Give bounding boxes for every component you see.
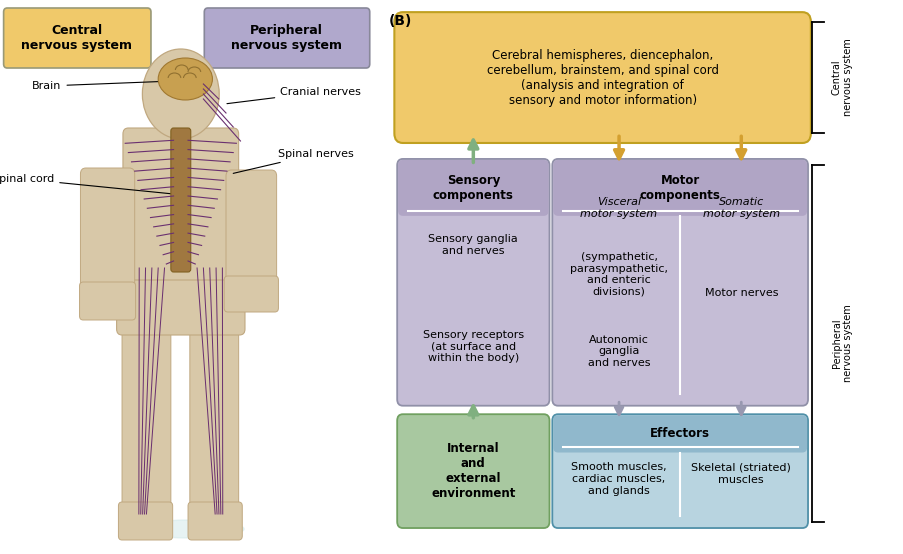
Text: Motor
components: Motor components bbox=[639, 174, 720, 202]
FancyBboxPatch shape bbox=[396, 159, 549, 406]
FancyBboxPatch shape bbox=[79, 282, 135, 320]
Text: Central
nervous system: Central nervous system bbox=[22, 24, 132, 52]
FancyBboxPatch shape bbox=[116, 263, 245, 335]
FancyBboxPatch shape bbox=[204, 8, 369, 68]
Text: (sympathetic,
parasympathetic,
and enteric
divisions): (sympathetic, parasympathetic, and enter… bbox=[570, 252, 667, 297]
Ellipse shape bbox=[158, 58, 212, 100]
FancyBboxPatch shape bbox=[224, 276, 278, 312]
FancyBboxPatch shape bbox=[123, 128, 238, 280]
Text: Cerebral hemispheres, diencephalon,
cerebellum, brainstem, and spinal cord
(anal: Cerebral hemispheres, diencephalon, cere… bbox=[486, 49, 718, 106]
Text: Somatic
motor system: Somatic motor system bbox=[702, 197, 779, 219]
Text: Autonomic
ganglia
and nerves: Autonomic ganglia and nerves bbox=[587, 335, 649, 368]
FancyBboxPatch shape bbox=[553, 160, 806, 216]
FancyBboxPatch shape bbox=[396, 414, 549, 528]
Text: Cranial nerves: Cranial nerves bbox=[227, 87, 360, 104]
Text: (B): (B) bbox=[388, 14, 412, 28]
Text: Smooth muscles,
cardiac muscles,
and glands: Smooth muscles, cardiac muscles, and gla… bbox=[571, 463, 666, 496]
Ellipse shape bbox=[135, 520, 244, 538]
Ellipse shape bbox=[143, 49, 219, 139]
FancyBboxPatch shape bbox=[553, 416, 806, 453]
Text: Effectors: Effectors bbox=[649, 427, 710, 440]
FancyBboxPatch shape bbox=[226, 170, 276, 302]
Text: Skeletal (striated)
muscles: Skeletal (striated) muscles bbox=[691, 463, 790, 485]
FancyBboxPatch shape bbox=[190, 319, 238, 529]
Text: Motor nerves: Motor nerves bbox=[703, 288, 777, 298]
FancyBboxPatch shape bbox=[397, 160, 548, 216]
Text: Brain: Brain bbox=[33, 81, 171, 91]
Text: Sensory receptors
(at surface and
within the body): Sensory receptors (at surface and within… bbox=[423, 330, 524, 363]
FancyBboxPatch shape bbox=[188, 502, 242, 540]
Text: Central
nervous system: Central nervous system bbox=[831, 39, 852, 116]
Text: Spinal cord: Spinal cord bbox=[0, 174, 171, 194]
FancyBboxPatch shape bbox=[171, 128, 191, 272]
FancyBboxPatch shape bbox=[118, 502, 172, 540]
FancyBboxPatch shape bbox=[552, 414, 807, 528]
Text: Sensory ganglia
and nerves: Sensory ganglia and nerves bbox=[428, 234, 517, 256]
FancyBboxPatch shape bbox=[163, 97, 199, 139]
Text: Visceral
motor system: Visceral motor system bbox=[580, 197, 656, 219]
FancyBboxPatch shape bbox=[552, 159, 807, 406]
Text: Internal
and
external
environment: Internal and external environment bbox=[431, 442, 515, 500]
FancyBboxPatch shape bbox=[4, 8, 151, 68]
Text: Sensory
components: Sensory components bbox=[433, 174, 513, 202]
FancyBboxPatch shape bbox=[122, 319, 171, 529]
FancyBboxPatch shape bbox=[80, 168, 135, 310]
FancyBboxPatch shape bbox=[394, 12, 810, 143]
Text: Spinal nerves: Spinal nerves bbox=[233, 149, 354, 173]
Text: Peripheral
nervous system: Peripheral nervous system bbox=[231, 24, 341, 52]
Text: Peripheral
nervous system: Peripheral nervous system bbox=[831, 305, 852, 382]
